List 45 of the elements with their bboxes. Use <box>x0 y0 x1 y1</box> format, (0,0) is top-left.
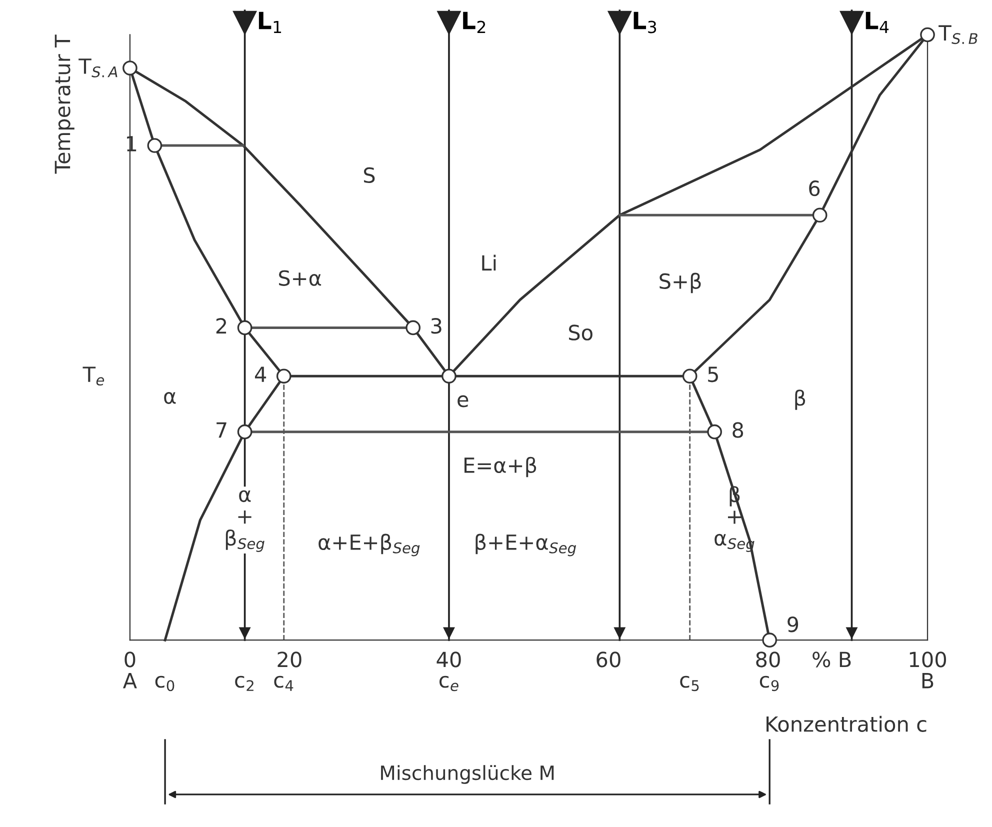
ref-line-label: L$_{2}$ <box>463 12 486 33</box>
ref-line-label: L$_{3}$ <box>634 12 656 34</box>
x-tick-label: 20 <box>278 652 302 668</box>
annotation: So <box>568 324 592 340</box>
annotation: α <box>164 392 176 404</box>
annotation: T$_{S.A}$ <box>78 58 118 78</box>
annotation: S+β <box>660 272 701 294</box>
x-tick-label: % B <box>812 652 851 668</box>
ref-line-label: L$_{4}$ <box>866 12 889 33</box>
y-axis-title: Temperatur T <box>54 34 74 174</box>
x-tick-label: 0 <box>124 652 136 668</box>
annotation: c$_{2}$ <box>235 676 254 691</box>
annotation: c$_{9}$ <box>760 676 779 692</box>
annotation: 8 <box>732 422 744 438</box>
annotation: c$_{e}$ <box>440 676 458 692</box>
annotation: β <box>795 390 806 410</box>
annotation: e <box>458 395 468 408</box>
annotation: S <box>364 167 375 184</box>
ref-line-label: L$_{1}$ <box>258 12 282 33</box>
annotation: 7 <box>216 422 226 438</box>
annotation: c$_{0}$ <box>155 676 174 692</box>
annotation: 9 <box>788 616 798 632</box>
text: B <box>922 673 934 688</box>
annotation: Li <box>482 254 496 271</box>
text: T$_{e}$ <box>82 366 104 386</box>
x-axis-title: Konzentration c <box>766 716 926 732</box>
x-tick-label: 80 <box>756 652 780 668</box>
text: Mischungslücke M <box>381 765 554 784</box>
annotation: β+E+α$_{Seg}$ <box>476 534 576 556</box>
annotation: α+E+β$_{Seg}$ <box>318 534 420 556</box>
x-tick-label: 60 <box>596 652 620 668</box>
annotation: T$_{S.B}$ <box>938 25 978 44</box>
annotation: c$_{5}$ <box>680 676 699 692</box>
text: A <box>122 673 137 688</box>
annotation: E=α+β <box>464 456 536 478</box>
x-tick-label: 100 <box>910 652 946 668</box>
annotation: S+α <box>279 270 322 286</box>
annotation: 4 <box>254 366 266 382</box>
annotation: 6 <box>809 180 820 196</box>
annotation: 5 <box>708 366 718 382</box>
annotation: 3 <box>431 318 442 334</box>
x-tick-label: 40 <box>436 652 461 668</box>
annotation: 2 <box>216 318 226 334</box>
annotation: c$_{4}$ <box>274 676 294 691</box>
annotation: α + β$_{Seg}$ <box>226 490 264 552</box>
